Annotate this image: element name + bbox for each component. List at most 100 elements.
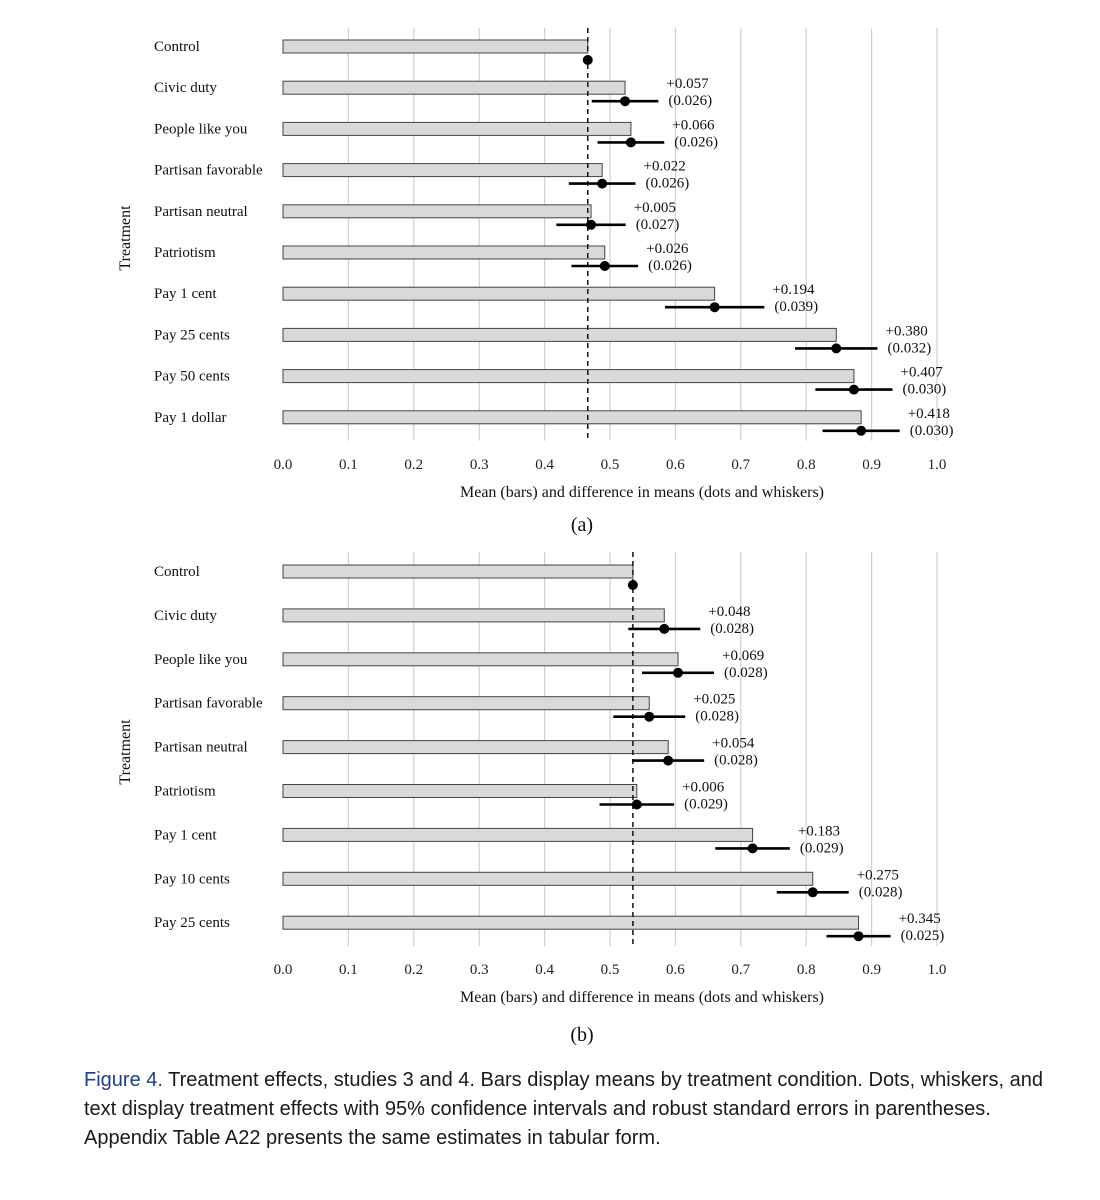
std-error-label: (0.028) — [724, 665, 768, 681]
bar — [282, 652, 679, 667]
panel-label: (a) — [571, 514, 593, 536]
effect-label: +0.022 — [644, 159, 686, 175]
effect-dot — [848, 384, 859, 395]
std-error-label: (0.025) — [901, 928, 945, 944]
bar — [282, 915, 860, 930]
x-tick-label: 0.2 — [404, 962, 423, 978]
effect-label: +0.054 — [712, 736, 755, 752]
std-error-label: (0.027) — [636, 217, 680, 233]
x-tick-label: 1.0 — [928, 962, 947, 978]
x-tick-label: 0.3 — [470, 962, 489, 978]
category-label: Partisan favorable — [154, 163, 263, 179]
x-tick-label: 0.7 — [731, 457, 750, 473]
x-tick-label: 0.6 — [666, 457, 685, 473]
category-label: Pay 1 dollar — [154, 410, 227, 426]
std-error-label: (0.026) — [668, 93, 712, 109]
bar — [282, 163, 603, 178]
figure-caption-text: Treatment effects, studies 3 and 4. Bars… — [84, 1069, 1044, 1149]
effect-dot — [747, 843, 758, 854]
bar — [282, 696, 650, 711]
bar — [282, 121, 632, 136]
std-error-label: (0.032) — [887, 340, 931, 356]
effect-label: +0.069 — [722, 648, 764, 664]
effect-dot — [709, 302, 720, 313]
x-tick-label: 0.8 — [797, 962, 816, 978]
effect-label: +0.066 — [672, 117, 715, 133]
effect-label: +0.418 — [908, 406, 950, 422]
bar — [282, 39, 589, 54]
std-error-label: (0.030) — [910, 423, 954, 439]
std-error-label: (0.029) — [800, 840, 844, 856]
std-error-label: (0.026) — [674, 134, 718, 150]
category-label: Pay 50 cents — [154, 369, 230, 385]
category-label: Pay 10 cents — [154, 871, 230, 887]
effect-dot — [599, 261, 610, 271]
x-tick-label: 0.9 — [862, 962, 881, 978]
std-error-label: (0.030) — [903, 382, 947, 398]
bar — [282, 410, 862, 425]
effect-label: +0.275 — [857, 867, 899, 883]
category-label: Pay 25 cents — [154, 327, 230, 343]
effect-dot — [807, 887, 818, 898]
effect-label: +0.345 — [899, 911, 941, 927]
effect-label: +0.006 — [682, 780, 725, 796]
effect-dot — [853, 931, 864, 942]
bar — [282, 608, 665, 623]
effect-label: +0.026 — [646, 241, 689, 257]
category-label: People like you — [154, 121, 248, 137]
category-label: Control — [154, 39, 200, 55]
y-axis-label: Treatment — [117, 719, 134, 785]
bar — [282, 369, 855, 384]
std-error-label: (0.039) — [774, 299, 818, 315]
figure-caption: Figure 4. Treatment effects, studies 3 a… — [84, 1066, 1044, 1153]
effect-dot — [831, 343, 842, 354]
bar — [282, 327, 837, 342]
effect-dot — [620, 96, 631, 107]
x-tick-label: 0.1 — [339, 962, 358, 978]
effect-dot — [586, 219, 597, 230]
x-tick-label: 0.4 — [535, 962, 554, 978]
x-tick-label: 0.4 — [535, 457, 554, 473]
x-tick-label: 0.2 — [404, 457, 423, 473]
category-label: Partisan neutral — [154, 204, 248, 220]
std-error-label: (0.029) — [684, 797, 728, 813]
effect-label: +0.407 — [901, 365, 944, 381]
bar — [282, 245, 606, 260]
category-label: Civic duty — [154, 80, 217, 96]
effect-dot — [625, 137, 636, 148]
category-label: Pay 1 cent — [154, 286, 217, 302]
effect-dot — [627, 580, 638, 590]
effect-dot — [673, 667, 684, 678]
x-axis-label: Mean (bars) and difference in means (dot… — [460, 484, 824, 501]
bar — [282, 827, 754, 842]
std-error-label: (0.028) — [859, 884, 903, 900]
category-label: Partisan favorable — [154, 696, 263, 712]
x-tick-label: 0.5 — [601, 457, 620, 473]
category-label: People like you — [154, 652, 248, 668]
effect-dot — [597, 178, 608, 189]
std-error-label: (0.026) — [646, 176, 690, 192]
std-error-label: (0.028) — [710, 621, 754, 637]
bar — [282, 564, 634, 579]
effect-label: +0.057 — [666, 76, 709, 92]
effect-label: +0.194 — [772, 282, 815, 298]
x-tick-label: 0.0 — [274, 962, 293, 978]
x-tick-label: 0.0 — [274, 457, 293, 473]
x-axis-label: Mean (bars) and difference in means (dot… — [460, 989, 824, 1006]
std-error-label: (0.028) — [714, 753, 758, 769]
x-tick-label: 0.6 — [666, 962, 685, 978]
chart-panel-a: 0.0 0.1 0.2 0.3 0.4 0.5 0.6 0.7 0.8 0.9 1.0 Control… — [117, 28, 953, 536]
bar — [282, 784, 638, 798]
bar — [282, 740, 669, 755]
x-tick-label: 0.1 — [339, 457, 358, 473]
bar — [282, 286, 716, 301]
effect-label: +0.380 — [885, 323, 927, 339]
category-label: Pay 1 cent — [154, 827, 217, 843]
figure-caption-label: Figure 4. — [84, 1069, 163, 1091]
category-label: Pay 25 cents — [154, 915, 230, 931]
category-label: Patriotism — [154, 245, 216, 261]
chart-panel-b: 0.0 0.1 0.2 0.3 0.4 0.5 0.6 0.7 0.8 0.9 1.0 Control… — [117, 552, 946, 1046]
bar — [282, 80, 626, 95]
bar — [282, 871, 814, 886]
